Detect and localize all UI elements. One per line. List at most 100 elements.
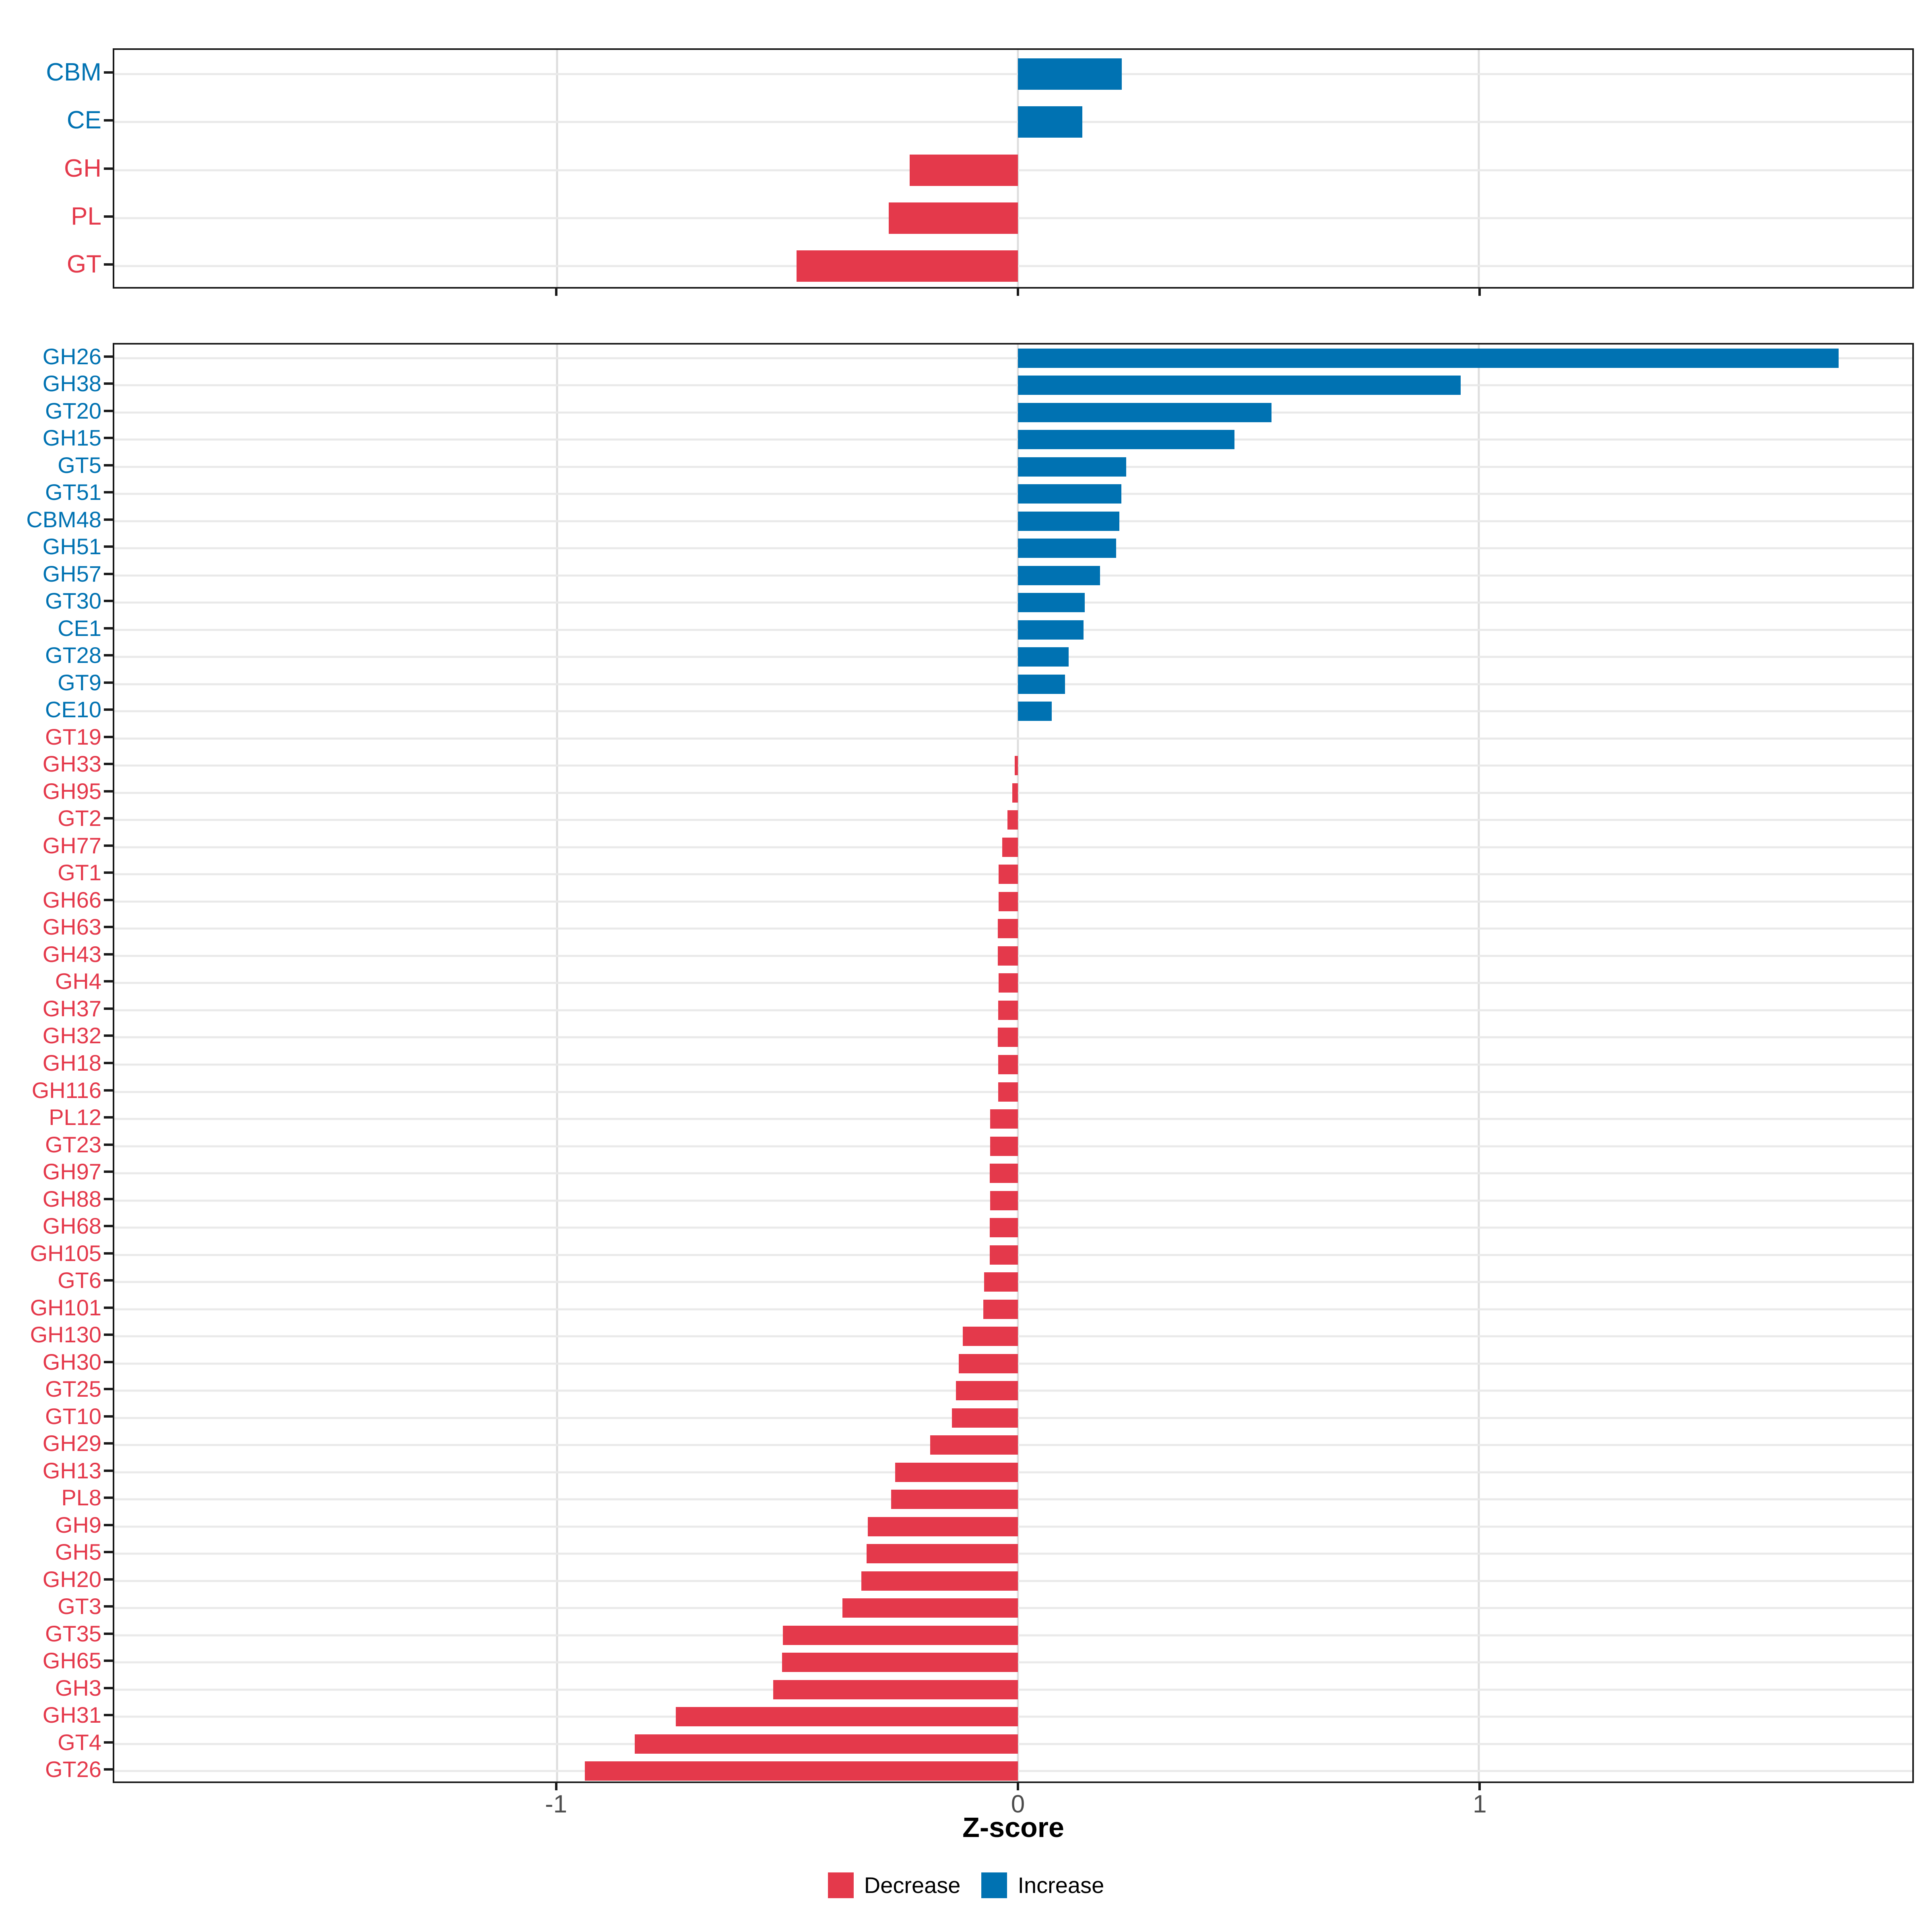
x-tick-label-1: 1 xyxy=(1473,1790,1487,1818)
y-axis-tick xyxy=(104,409,113,412)
bar-GH33 xyxy=(1014,756,1018,776)
y-axis-tick xyxy=(104,763,113,766)
y-axis-tick xyxy=(104,1225,113,1228)
category-label-GT2: GT2 xyxy=(58,805,101,831)
category-label-GH63: GH63 xyxy=(42,914,101,940)
y-axis-tick xyxy=(104,1578,113,1581)
bar-GH13 xyxy=(895,1462,1018,1482)
y-axis-tick xyxy=(104,980,113,983)
category-label-GH29: GH29 xyxy=(42,1430,101,1456)
bar-GH37 xyxy=(998,1000,1018,1020)
vertical-gridline xyxy=(1478,345,1480,1781)
category-label-GH97: GH97 xyxy=(42,1159,101,1185)
legend-item-decrease: Decrease xyxy=(828,1872,961,1898)
y-axis-tick xyxy=(104,71,113,74)
bar-GT5 xyxy=(1018,457,1127,477)
bar-GT6 xyxy=(984,1272,1018,1292)
category-label-GT51: GT51 xyxy=(45,479,101,505)
y-axis-tick xyxy=(104,708,113,711)
x-axis-tick xyxy=(555,1783,557,1790)
y-axis-tick xyxy=(104,1116,113,1119)
bar-GH20 xyxy=(861,1571,1018,1591)
bar-GH38 xyxy=(1018,376,1461,395)
x-axis-tick xyxy=(1016,289,1019,296)
plot-area xyxy=(113,48,1914,289)
category-label-CE1: CE1 xyxy=(58,615,101,641)
category-label-GH33: GH33 xyxy=(42,751,101,777)
bar-GH51 xyxy=(1018,539,1116,558)
bar-GH30 xyxy=(959,1354,1018,1373)
y-axis-tick xyxy=(104,600,113,603)
category-label-GT28: GT28 xyxy=(45,642,101,668)
y-axis-tick xyxy=(104,355,113,358)
y-axis-tick xyxy=(104,1605,113,1608)
vertical-gridline xyxy=(556,50,558,287)
y-axis-tick xyxy=(104,1062,113,1064)
y-axis-tick xyxy=(104,1360,113,1363)
bar-GT26 xyxy=(585,1761,1018,1781)
horizontal-gridline xyxy=(114,73,1912,75)
y-axis-tick xyxy=(104,1333,113,1336)
y-axis-tick xyxy=(104,627,113,630)
category-label-GH68: GH68 xyxy=(42,1213,101,1239)
category-label-PL12: PL12 xyxy=(49,1104,101,1130)
y-axis-tick xyxy=(104,518,113,521)
legend-label-decrease: Decrease xyxy=(864,1872,961,1898)
horizontal-gridline xyxy=(114,121,1912,123)
bar-CBM48 xyxy=(1018,511,1119,531)
bar-GT3 xyxy=(842,1598,1018,1618)
bar-GH15 xyxy=(1018,430,1235,450)
horizontal-gridline xyxy=(114,683,1912,685)
category-label-GH101: GH101 xyxy=(30,1294,101,1320)
category-label-GH30: GH30 xyxy=(42,1349,101,1375)
bar-GT1 xyxy=(998,865,1018,884)
category-label-CBM: CBM xyxy=(46,58,101,86)
y-axis-tick xyxy=(104,382,113,385)
bar-GT9 xyxy=(1018,674,1065,694)
bar-GH68 xyxy=(990,1218,1018,1238)
category-label-GH: GH xyxy=(64,154,101,182)
y-axis-tick xyxy=(104,545,113,548)
category-label-GH51: GH51 xyxy=(42,534,101,559)
horizontal-gridline xyxy=(114,466,1912,468)
category-label-GT19: GT19 xyxy=(45,724,101,749)
y-axis-tick xyxy=(104,1089,113,1092)
category-label-GH88: GH88 xyxy=(42,1186,101,1212)
category-label-PL8: PL8 xyxy=(61,1485,101,1511)
horizontal-gridline xyxy=(114,384,1912,386)
horizontal-gridline xyxy=(114,656,1912,658)
bar-GH95 xyxy=(1012,783,1018,803)
y-axis-tick xyxy=(104,1741,113,1744)
category-label-GH4: GH4 xyxy=(55,968,101,994)
x-axis-title: Z-score xyxy=(962,1812,1064,1843)
bar-PL8 xyxy=(891,1490,1018,1509)
y-axis-tick xyxy=(104,464,113,466)
category-label-GH116: GH116 xyxy=(31,1077,101,1103)
y-axis-tick xyxy=(104,1469,113,1472)
x-axis-tick xyxy=(1478,289,1481,296)
bar-GH26 xyxy=(1018,348,1839,368)
bar-GH101 xyxy=(983,1299,1018,1319)
x-axis-tick xyxy=(555,289,557,296)
y-axis-tick xyxy=(104,1007,113,1010)
x-axis-tick xyxy=(1478,1783,1481,1790)
category-label-GH66: GH66 xyxy=(42,887,101,912)
legend-label-increase: Increase xyxy=(1018,1872,1104,1898)
bar-GH31 xyxy=(676,1707,1018,1727)
y-axis-tick xyxy=(104,1143,113,1146)
y-axis-tick xyxy=(104,1632,113,1635)
bar-GH32 xyxy=(997,1028,1018,1047)
bar-CBM xyxy=(1018,58,1122,90)
bar-GH63 xyxy=(997,919,1018,939)
y-axis-tick xyxy=(104,1415,113,1418)
category-label-GH31: GH31 xyxy=(42,1702,101,1728)
bar-GT25 xyxy=(956,1381,1018,1401)
category-label-GH95: GH95 xyxy=(42,778,101,804)
category-label-GT20: GT20 xyxy=(45,398,101,423)
category-label-GH15: GH15 xyxy=(42,425,101,451)
y-axis-tick xyxy=(104,871,113,874)
category-label-GT10: GT10 xyxy=(45,1403,101,1429)
bar-GH66 xyxy=(998,892,1018,911)
y-axis-tick xyxy=(104,1170,113,1173)
